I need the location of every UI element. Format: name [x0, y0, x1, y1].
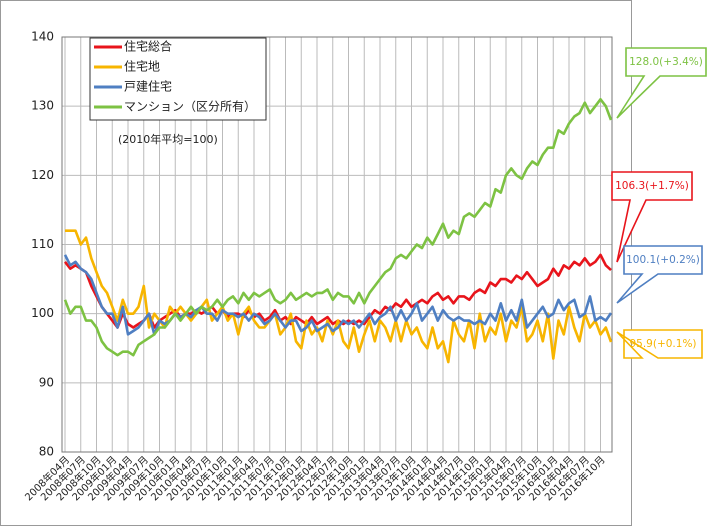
y-tick-label: 140 [31, 30, 54, 44]
series-line [63, 254, 613, 336]
legend-label: マンション（区分所有） [124, 100, 256, 114]
y-tick-label: 100 [31, 306, 54, 320]
legend-label: 戸建住宅 [124, 79, 172, 94]
callout: 128.0(+3.4%) [616, 47, 707, 119]
callout-box [616, 329, 703, 359]
callout: 106.3(+1.7%) [611, 171, 693, 263]
legend-label: 住宅総合 [124, 39, 172, 54]
y-tick-label: 130 [31, 99, 54, 113]
plot-area [61, 36, 613, 453]
callout-label: 95.9(+0.1%) [629, 338, 696, 350]
callout-box [616, 47, 707, 119]
series-line [65, 229, 613, 364]
y-tick-label: 90 [39, 375, 54, 389]
callout: 100.1(+0.2%) [616, 245, 703, 304]
callout: 95.9(+0.1%) [616, 329, 703, 359]
callout-box [616, 245, 703, 304]
callout-label: 100.1(+0.2%) [626, 254, 700, 266]
callout-label: 128.0(+3.4%) [629, 56, 703, 68]
y-tick-label: 80 [39, 445, 54, 459]
y-tick-label: 120 [31, 168, 54, 182]
callout-box [611, 171, 693, 263]
legend-label: 住宅地 [124, 59, 160, 74]
note: (2010年平均=100) [118, 132, 218, 146]
series-line [63, 98, 613, 357]
y-tick-label: 110 [31, 237, 54, 251]
callout-label: 106.3(+1.7%) [615, 180, 689, 192]
